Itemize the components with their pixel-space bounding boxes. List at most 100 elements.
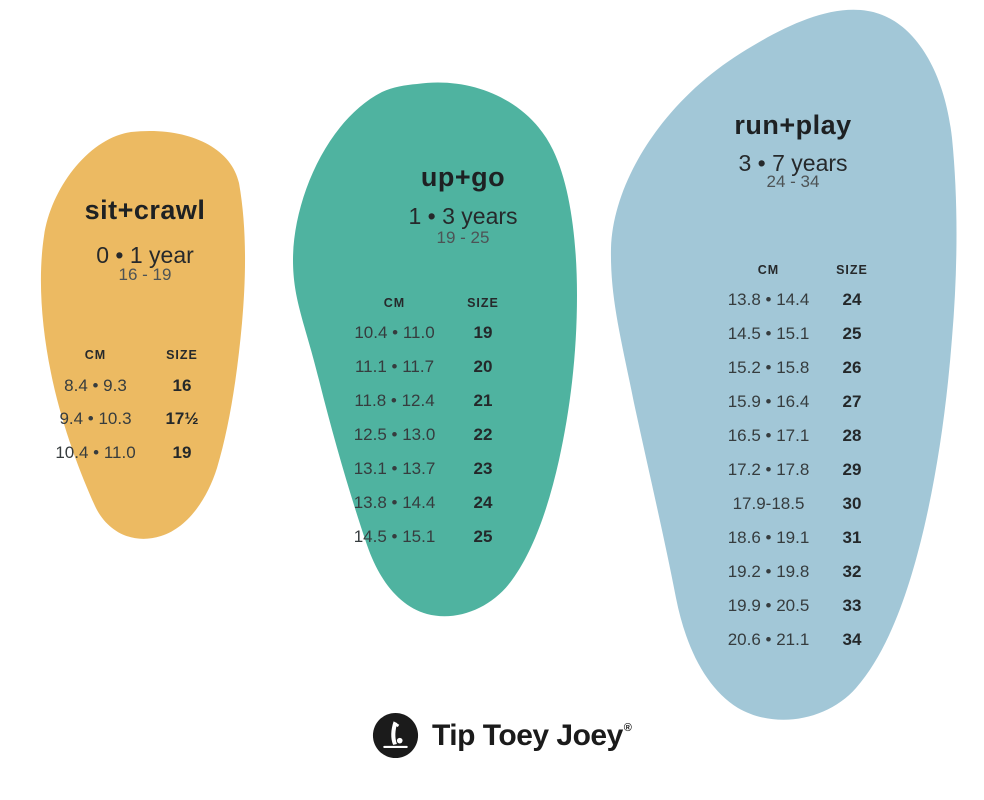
cm-value: 15.9 • 16.4: [727, 392, 810, 411]
table-row: 8.4 • 9.3 16: [35, 369, 249, 403]
figure-arm: [393, 721, 400, 728]
size-table: 8.4 • 9.3 16 9.4 • 10.3 17½ 10.4 • 11.0 19: [35, 369, 249, 470]
brand-name: Tip Toey Joey®: [432, 718, 632, 753]
foot-shape-run-play: [610, 9, 957, 720]
panel-title: up+go: [420, 162, 506, 192]
foot-shape-sit-crawl: [40, 130, 246, 539]
table-row: 10.4 • 11.0 19: [287, 316, 579, 350]
table-row: 14.5 • 15.1 25: [287, 520, 579, 554]
panel-title: sit+crawl: [84, 195, 206, 225]
size-value: 25: [473, 527, 493, 546]
table-row: 10.4 • 11.0 19: [35, 436, 249, 470]
brand-logo: Tip Toey Joey®: [372, 712, 632, 759]
cm-value: 10.4 • 11.0: [55, 442, 136, 462]
table-row: 13.1 • 13.7 23: [287, 452, 579, 486]
cm-value: 14.5 • 15.1: [727, 324, 810, 343]
cm-value: 15.2 • 15.8: [727, 358, 810, 377]
size-table: 13.8 • 14.4 24 14.5 • 15.1 25 15.2 • 15.8 26 1…: [606, 283, 959, 657]
col-header-cm: CM: [84, 348, 107, 362]
size-value: 17½: [165, 409, 199, 429]
size-value: 24: [473, 493, 493, 512]
panel-content: run+play 3 • 7 years 24 - 34 CM SIZE 13.…: [606, 8, 959, 730]
cm-value: 16.5 • 17.1: [727, 426, 810, 445]
cm-value: 13.8 • 14.4: [727, 290, 810, 309]
cm-value: 13.1 • 13.7: [353, 459, 436, 478]
ground-line: [383, 745, 408, 748]
table-header: CM SIZE: [35, 348, 216, 362]
size-value: 23: [473, 459, 493, 478]
foot-shape-path: [293, 82, 577, 617]
col-header-cm: CM: [757, 263, 780, 277]
cm-value: 18.6 • 19.1: [727, 528, 810, 547]
cm-value: 11.8 • 12.4: [354, 391, 435, 410]
size-value: 28: [842, 426, 862, 445]
cm-value: 13.8 • 14.4: [353, 493, 436, 512]
panel-run-play: run+play 3 • 7 years 24 - 34 CM SIZE 13.…: [606, 8, 959, 730]
registered-trademark: ®: [623, 721, 632, 734]
foot-shape-up-go: [293, 82, 577, 617]
brand-text: Tip Toey Joey: [432, 718, 623, 752]
cm-value: 8.4 • 9.3: [64, 375, 127, 395]
foot-shape-path: [610, 9, 957, 720]
size-value: 21: [473, 391, 493, 410]
cm-value: 17.2 • 17.8: [727, 460, 810, 479]
table-row: 13.8 • 14.4 24: [606, 283, 959, 317]
foot-shape-path: [40, 130, 246, 539]
col-header-size: SIZE: [836, 263, 868, 277]
size-table: 10.4 • 11.0 19 11.1 • 11.7 20 11.8 • 12.4 21 1…: [287, 316, 579, 554]
col-header-size: SIZE: [166, 348, 198, 362]
table-row: 9.4 • 10.3 17½: [35, 403, 249, 437]
brand-icon-circle: [372, 712, 419, 759]
table-row: 11.8 • 12.4 21: [287, 384, 579, 418]
cm-value: 20.6 • 21.1: [727, 630, 810, 649]
size-value: 32: [842, 562, 862, 581]
table-header: CM SIZE: [606, 263, 868, 277]
size-value: 29: [842, 460, 862, 479]
cm-value: 12.5 • 13.0: [353, 425, 436, 444]
table-row: 11.1 • 11.7 20: [287, 350, 579, 384]
figure-body: [391, 721, 398, 745]
table-row: 17.9-18.5 30: [606, 487, 959, 521]
cm-value: 19.9 • 20.5: [727, 596, 810, 615]
panel-content: up+go 1 • 3 years 19 - 25 CM SIZE 10.4 •…: [287, 80, 579, 620]
size-value: 34: [842, 630, 862, 649]
panel-sit-crawl: sit+crawl 0 • 1 year 16 - 19 CM SIZE 8.4…: [35, 128, 249, 548]
cm-value: 17.9-18.5: [732, 494, 805, 513]
cm-value: 11.1 • 11.7: [354, 357, 435, 376]
size-value: 24: [842, 290, 862, 309]
cm-value: 9.4 • 10.3: [59, 409, 132, 429]
table-header: CM SIZE: [287, 296, 504, 310]
size-value: 30: [842, 494, 862, 513]
cm-value: 19.2 • 19.8: [727, 562, 810, 581]
table-row: 19.2 • 19.8 32: [606, 555, 959, 589]
table-row: 20.6 • 21.1 34: [606, 623, 959, 657]
size-value: 25: [842, 324, 862, 343]
col-header-size: SIZE: [467, 296, 499, 310]
size-value: 22: [473, 425, 493, 444]
size-value: 19: [172, 442, 192, 462]
age-range: 1 • 3 years: [408, 203, 518, 229]
table-row: 16.5 • 17.1 28: [606, 419, 959, 453]
table-row: 17.2 • 17.8 29: [606, 453, 959, 487]
table-row: 15.9 • 16.4 27: [606, 385, 959, 419]
size-range: 24 - 34: [766, 172, 820, 191]
size-value: 27: [842, 392, 862, 411]
table-row: 18.6 • 19.1 31: [606, 521, 959, 555]
size-value: 33: [842, 596, 862, 615]
age-range: 0 • 1 year: [96, 242, 194, 268]
table-row: 19.9 • 20.5 33: [606, 589, 959, 623]
col-header-cm: CM: [383, 296, 406, 310]
cm-value: 10.4 • 11.0: [354, 323, 435, 342]
size-range: 16 - 19: [118, 265, 172, 284]
size-value: 16: [172, 375, 192, 395]
table-row: 12.5 • 13.0 22: [287, 418, 579, 452]
cm-value: 14.5 • 15.1: [353, 527, 436, 546]
size-value: 26: [842, 358, 862, 377]
panel-title: run+play: [734, 110, 852, 140]
size-value: 31: [842, 528, 862, 547]
table-row: 14.5 • 15.1 25: [606, 317, 959, 351]
table-row: 15.2 • 15.8 26: [606, 351, 959, 385]
figure-ball: [396, 737, 403, 744]
size-value: 20: [473, 357, 493, 376]
